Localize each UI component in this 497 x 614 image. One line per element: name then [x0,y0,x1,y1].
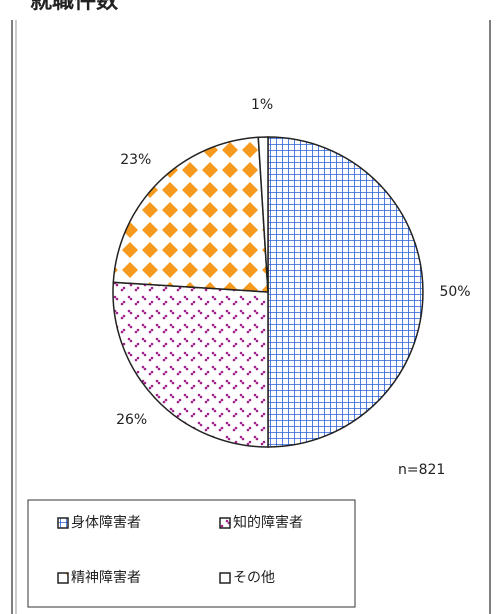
legend-swatch [57,572,69,584]
data-label: 1% [251,97,273,113]
data-label: 23% [120,152,151,168]
pie-slice [267,136,424,448]
legend-swatch [57,517,69,529]
frame [11,20,491,614]
pie-slice [112,281,269,448]
legend-label: 知的障害者 [233,514,303,531]
pie-slice [257,136,269,293]
legend-swatch [219,517,231,529]
chart-title: 就職件数 [30,0,119,14]
legend-box [27,499,356,608]
legend-label: 身体障害者 [71,515,141,531]
legend-label: その他 [233,570,275,586]
data-label: 50% [439,284,470,300]
annotation: n=821 [398,462,445,478]
pie-slice [112,136,269,293]
legend-swatch [219,572,231,584]
data-label: 26% [116,412,147,428]
legend-label: 精神障害者 [71,570,141,586]
